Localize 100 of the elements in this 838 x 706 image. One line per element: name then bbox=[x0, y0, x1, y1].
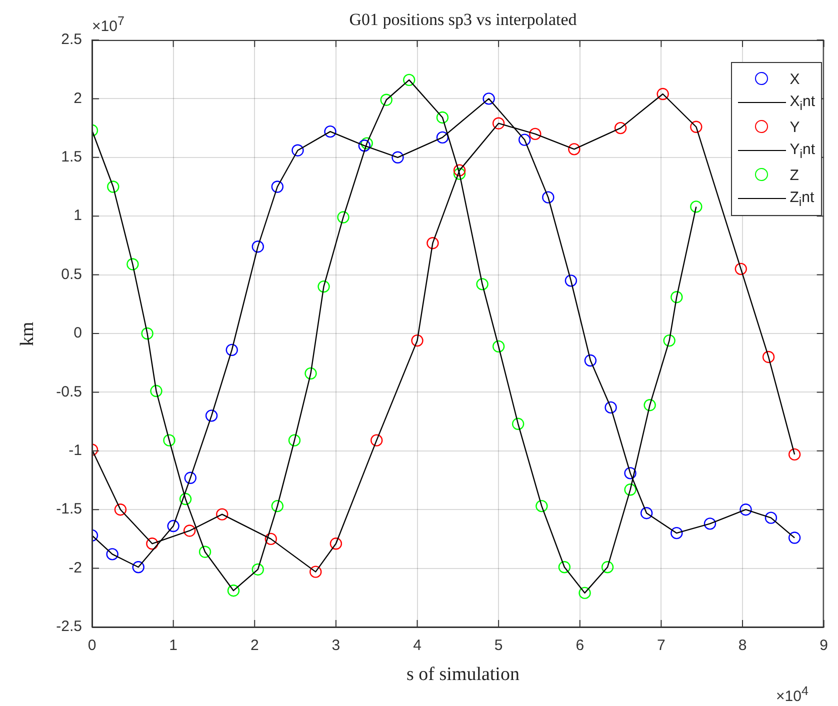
x-tick-label: 4 bbox=[413, 637, 422, 654]
y-tick-label: -2.5 bbox=[56, 618, 82, 636]
point bbox=[640, 507, 653, 520]
y-tick-label: 2.5 bbox=[61, 31, 82, 48]
point bbox=[184, 472, 196, 484]
point bbox=[624, 467, 636, 480]
y-tick-label: 1 bbox=[74, 207, 82, 224]
point bbox=[318, 280, 330, 293]
point bbox=[529, 128, 542, 140]
point bbox=[564, 274, 578, 287]
legend-label: Y bbox=[790, 118, 800, 136]
point bbox=[380, 94, 392, 106]
legend-label: X$_{i}$nt bbox=[790, 93, 815, 113]
y-tick-label: 1.5 bbox=[61, 148, 82, 166]
point bbox=[690, 200, 702, 213]
y-tick-label: 0.5 bbox=[61, 266, 82, 283]
point bbox=[558, 561, 571, 574]
point bbox=[734, 262, 747, 276]
point bbox=[670, 291, 683, 304]
point bbox=[426, 237, 439, 250]
point bbox=[252, 563, 264, 576]
point bbox=[656, 88, 669, 100]
point bbox=[624, 484, 636, 496]
point bbox=[492, 117, 505, 130]
point bbox=[436, 111, 449, 124]
point bbox=[205, 410, 218, 422]
y-tick-label: -1 bbox=[68, 442, 82, 460]
x-tick-label: 5 bbox=[494, 637, 503, 654]
x-tick-label: 7 bbox=[657, 637, 666, 654]
point bbox=[788, 448, 801, 461]
x-tick-label: 1 bbox=[169, 637, 178, 654]
point bbox=[141, 327, 154, 340]
point bbox=[788, 532, 801, 544]
point bbox=[150, 384, 162, 398]
point bbox=[183, 524, 196, 537]
point bbox=[578, 586, 591, 600]
point bbox=[704, 518, 716, 530]
point bbox=[264, 532, 277, 546]
legend-label: X bbox=[790, 70, 800, 88]
point bbox=[252, 240, 264, 253]
point bbox=[453, 168, 466, 180]
x-tick-label: 6 bbox=[576, 637, 584, 654]
x-tick-label: 2 bbox=[250, 637, 259, 654]
point bbox=[146, 538, 158, 550]
text: ×10$^{7}$ bbox=[92, 14, 124, 35]
legend-label: Z$_{i}$nt bbox=[790, 189, 814, 209]
y-tick-label: 0 bbox=[74, 324, 82, 342]
point bbox=[132, 561, 144, 574]
point bbox=[512, 418, 524, 430]
point bbox=[310, 566, 322, 578]
point bbox=[601, 561, 614, 574]
point bbox=[518, 134, 531, 146]
point bbox=[614, 122, 627, 134]
point bbox=[663, 334, 676, 347]
point bbox=[436, 131, 449, 144]
point bbox=[403, 74, 416, 86]
point bbox=[226, 344, 238, 356]
point bbox=[337, 211, 350, 224]
point bbox=[370, 434, 383, 446]
y-tick-label: -2 bbox=[68, 559, 82, 576]
point bbox=[568, 143, 580, 156]
point bbox=[167, 520, 180, 532]
point bbox=[179, 492, 192, 506]
point bbox=[604, 401, 617, 414]
point bbox=[216, 508, 228, 520]
point bbox=[227, 584, 240, 597]
x-tick-label: 8 bbox=[738, 637, 747, 654]
point bbox=[360, 137, 373, 150]
point bbox=[292, 144, 304, 156]
point bbox=[163, 434, 176, 446]
chart-title: G01 positions sp3 vs interpolated bbox=[349, 10, 577, 30]
point bbox=[304, 367, 317, 380]
point bbox=[542, 191, 554, 204]
x-tick-label: 0 bbox=[88, 637, 96, 654]
point bbox=[288, 434, 301, 446]
point bbox=[690, 120, 702, 133]
point bbox=[670, 526, 683, 540]
y-axis-title: km bbox=[17, 321, 39, 346]
point bbox=[107, 180, 120, 193]
point bbox=[198, 546, 212, 558]
point bbox=[492, 340, 505, 353]
y-tick-label: -1.5 bbox=[56, 500, 82, 518]
point bbox=[453, 164, 466, 176]
legend-label: Z bbox=[790, 166, 799, 184]
x-axis-title: s of simulation bbox=[406, 664, 520, 686]
point bbox=[644, 399, 656, 412]
point bbox=[330, 538, 342, 550]
point bbox=[114, 504, 127, 516]
point bbox=[764, 512, 778, 524]
point bbox=[324, 125, 336, 138]
point bbox=[392, 151, 404, 164]
legend-label: Y$_{i}$nt bbox=[790, 141, 815, 161]
y-tick-label: 2 bbox=[74, 90, 82, 107]
point bbox=[762, 350, 775, 364]
point bbox=[584, 354, 597, 367]
point bbox=[740, 504, 752, 516]
point bbox=[411, 334, 424, 347]
point bbox=[358, 140, 371, 152]
x-tick-label: 3 bbox=[332, 637, 340, 654]
text: ×10$^{4}$ bbox=[776, 684, 808, 705]
